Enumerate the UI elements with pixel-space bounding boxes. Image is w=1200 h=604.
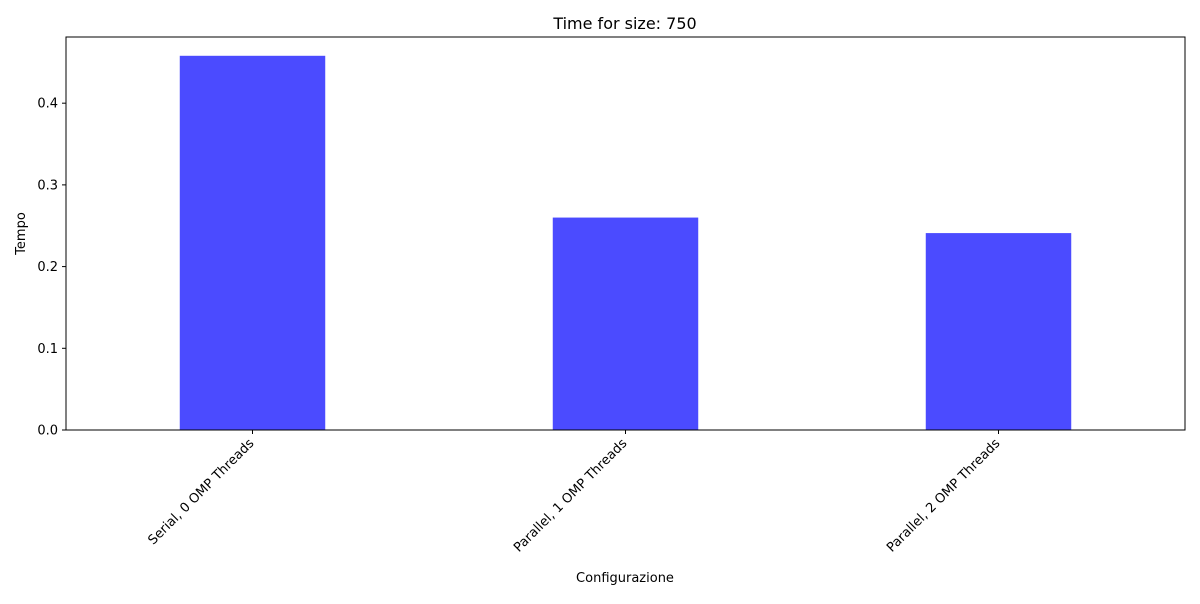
y-tick-label: 0.2	[37, 260, 58, 275]
y-axis-ticks: 0.0 0.1 0.2 0.3 0.4	[37, 97, 66, 439]
bar-1	[179, 55, 326, 430]
y-tick-label: 0.0	[37, 424, 58, 439]
y-axis-label: Tempo	[14, 212, 29, 256]
bars-layer	[179, 55, 1072, 430]
bar-3	[925, 233, 1072, 430]
x-axis-label: Configurazione	[576, 571, 674, 586]
bar-2	[552, 217, 699, 430]
y-tick-label: 0.4	[37, 97, 58, 112]
y-tick-label: 0.1	[37, 342, 58, 357]
y-tick-label: 0.3	[37, 178, 58, 193]
chart-title: Time for size: 750	[552, 14, 696, 33]
